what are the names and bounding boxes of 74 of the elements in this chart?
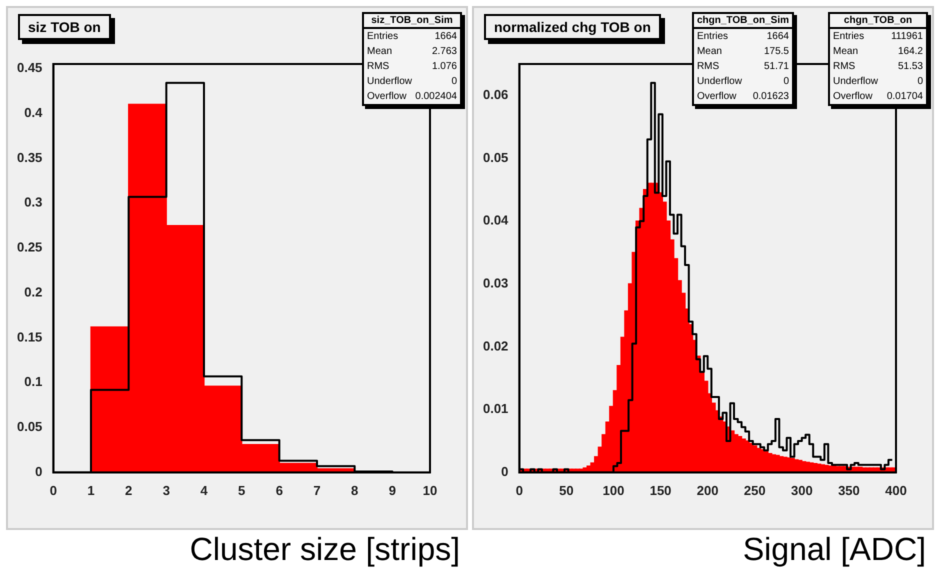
text: Entries bbox=[696, 31, 728, 42]
text: 175.5 bbox=[764, 46, 789, 57]
text: siz_TOB_on_Sim bbox=[364, 14, 460, 29]
annotation: RMS bbox=[696, 61, 720, 72]
annotation: Overflow bbox=[833, 91, 872, 102]
y-tick-label: 0.04 bbox=[482, 212, 510, 228]
text: 0 bbox=[917, 76, 923, 87]
annotation: 0.01704 bbox=[886, 91, 923, 102]
y-tick-label: 0.35 bbox=[16, 150, 42, 165]
text: Mean bbox=[833, 46, 858, 57]
y-tick-label: 0.15 bbox=[16, 329, 42, 344]
chart-title: normalized chg TOB on bbox=[484, 14, 661, 40]
x-tick-label: 200 bbox=[696, 482, 718, 498]
annotation: Underflow bbox=[367, 76, 412, 87]
annotation: 51.71 bbox=[764, 61, 789, 72]
annotation: 0.002404 bbox=[415, 91, 457, 102]
x-tick-label: 250 bbox=[744, 482, 766, 498]
annotation: Overflow bbox=[696, 91, 736, 102]
text: 0 bbox=[451, 76, 457, 87]
x-tick-label: 10 bbox=[422, 482, 438, 498]
y-tick-label: 0 bbox=[501, 464, 508, 479]
y-tick-label: 0.3 bbox=[24, 194, 42, 210]
text: Mean bbox=[367, 46, 392, 57]
y-tick-label: 0 bbox=[35, 464, 42, 479]
text: Entries bbox=[367, 31, 398, 42]
x-tick-label: 0 bbox=[50, 482, 57, 498]
x-axis-title: Cluster size [strips] bbox=[190, 531, 460, 568]
text: 51.53 bbox=[898, 61, 923, 72]
text: 1664 bbox=[434, 31, 457, 42]
y-tick-label: 0.45 bbox=[16, 60, 42, 76]
annotation: Underflow bbox=[833, 76, 878, 87]
x-tick-label: 2 bbox=[125, 482, 132, 498]
x-tick-label: 350 bbox=[838, 482, 860, 498]
y-tick-label: 0.1 bbox=[24, 374, 42, 390]
annotation: 0 bbox=[783, 76, 789, 87]
text: 164.2 bbox=[898, 46, 923, 57]
x-tick-label: 50 bbox=[559, 482, 574, 498]
x-axis-title: Signal [ADC] bbox=[742, 531, 926, 568]
y-tick-label: 0.05 bbox=[482, 150, 508, 165]
x-tick-label: 8 bbox=[351, 482, 358, 498]
annotation: 0.01623 bbox=[752, 91, 789, 102]
x-tick-label: 6 bbox=[276, 482, 283, 498]
x-tick-label: 0 bbox=[516, 482, 523, 498]
x-tick-label: 7 bbox=[313, 482, 321, 498]
x-tick-label: 9 bbox=[388, 482, 396, 498]
text: 1664 bbox=[766, 31, 789, 42]
x-tick-label: 300 bbox=[790, 482, 813, 498]
annotation: Overflow bbox=[367, 91, 406, 102]
x-tick-label: 100 bbox=[602, 482, 624, 498]
y-tick-label: 0.01 bbox=[482, 401, 508, 416]
annotation: RMS bbox=[367, 61, 390, 72]
x-tick-label: 3 bbox=[162, 482, 170, 498]
annotation: RMS bbox=[833, 61, 856, 72]
x-tick-label: 5 bbox=[238, 482, 246, 498]
y-tick-label: 0.4 bbox=[24, 104, 44, 120]
x-tick-label: 4 bbox=[200, 482, 208, 498]
y-tick-label: 0.05 bbox=[16, 419, 42, 434]
y-tick-label: 0.06 bbox=[482, 86, 508, 102]
text: 1.076 bbox=[432, 61, 457, 72]
y-tick-label: 0.03 bbox=[482, 275, 508, 290]
text: chgn_TOB_on_Sim bbox=[694, 14, 792, 29]
y-tick-label: 0.02 bbox=[482, 338, 508, 354]
y-tick-label: 0.2 bbox=[24, 284, 42, 300]
text: Entries bbox=[833, 31, 864, 42]
y-tick-label: 0.25 bbox=[16, 240, 42, 255]
annotation: Underflow bbox=[696, 76, 742, 87]
text: Mean bbox=[696, 46, 722, 57]
chart-title: siz TOB on bbox=[18, 14, 111, 40]
x-tick-label: 150 bbox=[650, 482, 672, 498]
x-tick-label: 1 bbox=[87, 482, 95, 498]
x-tick-label: 400 bbox=[885, 482, 907, 498]
text: 2.763 bbox=[432, 46, 457, 57]
text: 111961 bbox=[891, 31, 923, 42]
text: chgn_TOB_on bbox=[830, 14, 926, 29]
